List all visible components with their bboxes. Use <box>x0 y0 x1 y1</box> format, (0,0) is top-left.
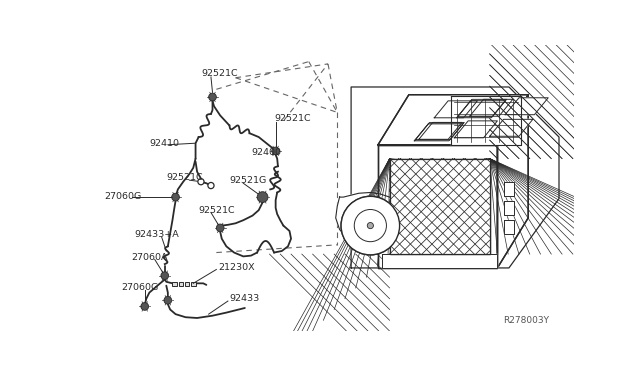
Text: 21230X: 21230X <box>219 263 255 272</box>
Polygon shape <box>497 95 528 268</box>
Text: 92521C: 92521C <box>198 206 236 215</box>
Circle shape <box>208 183 214 189</box>
Polygon shape <box>378 95 528 145</box>
Bar <box>390 158 490 254</box>
Polygon shape <box>504 182 515 196</box>
Circle shape <box>257 192 268 202</box>
Polygon shape <box>378 145 497 268</box>
FancyBboxPatch shape <box>172 282 177 286</box>
Bar <box>390 158 490 254</box>
Circle shape <box>164 296 172 304</box>
Circle shape <box>355 209 387 242</box>
Polygon shape <box>505 98 548 115</box>
Text: 92521C: 92521C <box>274 114 311 123</box>
Text: 92400: 92400 <box>251 148 281 157</box>
Text: 92521G: 92521G <box>230 176 267 185</box>
Polygon shape <box>419 122 462 140</box>
Polygon shape <box>378 145 497 268</box>
Polygon shape <box>435 101 477 118</box>
Polygon shape <box>415 123 463 140</box>
Polygon shape <box>490 119 533 136</box>
Circle shape <box>216 224 224 232</box>
Circle shape <box>141 302 148 310</box>
Text: 27060G: 27060G <box>105 192 142 201</box>
Polygon shape <box>504 220 515 234</box>
Polygon shape <box>351 87 559 268</box>
Polygon shape <box>456 101 505 118</box>
Text: 27060A: 27060A <box>132 253 168 262</box>
Text: 27060G: 27060G <box>122 283 159 292</box>
Circle shape <box>161 272 168 279</box>
Circle shape <box>209 93 216 101</box>
Polygon shape <box>451 96 520 145</box>
Text: 92410: 92410 <box>149 139 179 148</box>
Circle shape <box>198 179 204 185</box>
Bar <box>390 158 490 254</box>
Circle shape <box>367 222 373 229</box>
Circle shape <box>355 209 387 242</box>
FancyBboxPatch shape <box>185 282 189 286</box>
FancyBboxPatch shape <box>179 282 183 286</box>
Circle shape <box>367 222 374 230</box>
Text: 92433: 92433 <box>230 294 260 303</box>
Polygon shape <box>378 95 528 145</box>
Circle shape <box>341 196 399 255</box>
Polygon shape <box>497 95 528 268</box>
Text: 92521C: 92521C <box>166 173 203 182</box>
Polygon shape <box>454 121 497 138</box>
Text: 92521C: 92521C <box>201 70 237 78</box>
Polygon shape <box>336 192 399 246</box>
Polygon shape <box>382 254 497 268</box>
Polygon shape <box>470 99 513 116</box>
Polygon shape <box>458 99 507 116</box>
Polygon shape <box>414 124 463 141</box>
Bar <box>390 158 490 254</box>
Polygon shape <box>504 201 515 215</box>
Text: R278003Y: R278003Y <box>504 316 550 325</box>
Circle shape <box>272 147 280 155</box>
Circle shape <box>341 196 399 255</box>
FancyBboxPatch shape <box>191 282 196 286</box>
Polygon shape <box>416 122 464 140</box>
Polygon shape <box>458 100 506 117</box>
Circle shape <box>172 193 179 201</box>
Text: 92433+A: 92433+A <box>134 230 179 239</box>
